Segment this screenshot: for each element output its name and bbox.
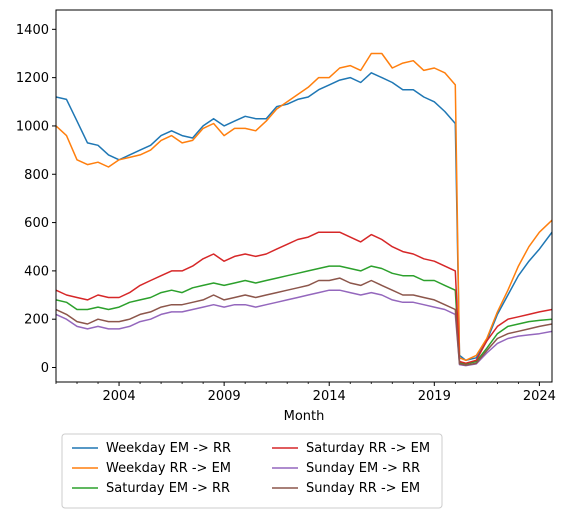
legend-label: Weekday EM -> RR bbox=[106, 441, 231, 456]
y-tick-label: 1000 bbox=[16, 119, 49, 134]
series-layer bbox=[56, 52, 552, 367]
legend-label: Saturday RR -> EM bbox=[306, 441, 430, 456]
series-line-6 bbox=[56, 277, 552, 366]
legend-label: Sunday RR -> EM bbox=[306, 481, 420, 496]
x-tick-label: 2019 bbox=[418, 389, 451, 404]
y-tick-label: 1400 bbox=[16, 23, 49, 38]
y-tick-label: 0 bbox=[41, 361, 49, 376]
x-axis: 2004 2009 2014 2019 2024 bbox=[55, 382, 556, 404]
x-tick-label: 2004 bbox=[103, 389, 136, 404]
legend-label: Saturday EM -> RR bbox=[106, 481, 230, 496]
legend-items: Weekday EM -> RR Weekday RR -> EM Saturday… bbox=[72, 441, 430, 496]
plot-area-frame bbox=[55, 9, 553, 383]
legend-label: Weekday RR -> EM bbox=[106, 461, 231, 476]
x-tick-label: 2009 bbox=[208, 389, 241, 404]
x-tick-label: 2024 bbox=[523, 389, 556, 404]
legend-frame bbox=[61, 433, 443, 509]
series-line-1 bbox=[56, 72, 552, 362]
series-line-3 bbox=[56, 265, 552, 365]
y-tick-label: 200 bbox=[24, 313, 49, 328]
y-tick-label: 600 bbox=[24, 216, 49, 231]
x-axis-title: Month bbox=[284, 409, 325, 424]
y-tick-label: 800 bbox=[24, 168, 49, 183]
legend: Weekday EM -> RR Weekday RR -> EM Saturday… bbox=[61, 433, 443, 509]
series-line-2 bbox=[56, 52, 552, 362]
series-line-4 bbox=[56, 231, 552, 364]
y-axis: 0 200 400 600 800 1000 1200 1400 bbox=[16, 23, 56, 376]
x-tick-label: 2014 bbox=[313, 389, 346, 404]
y-tick-label: 1200 bbox=[16, 71, 49, 86]
y-tick-label: 400 bbox=[24, 264, 49, 279]
legend-label: Sunday EM -> RR bbox=[306, 461, 420, 476]
